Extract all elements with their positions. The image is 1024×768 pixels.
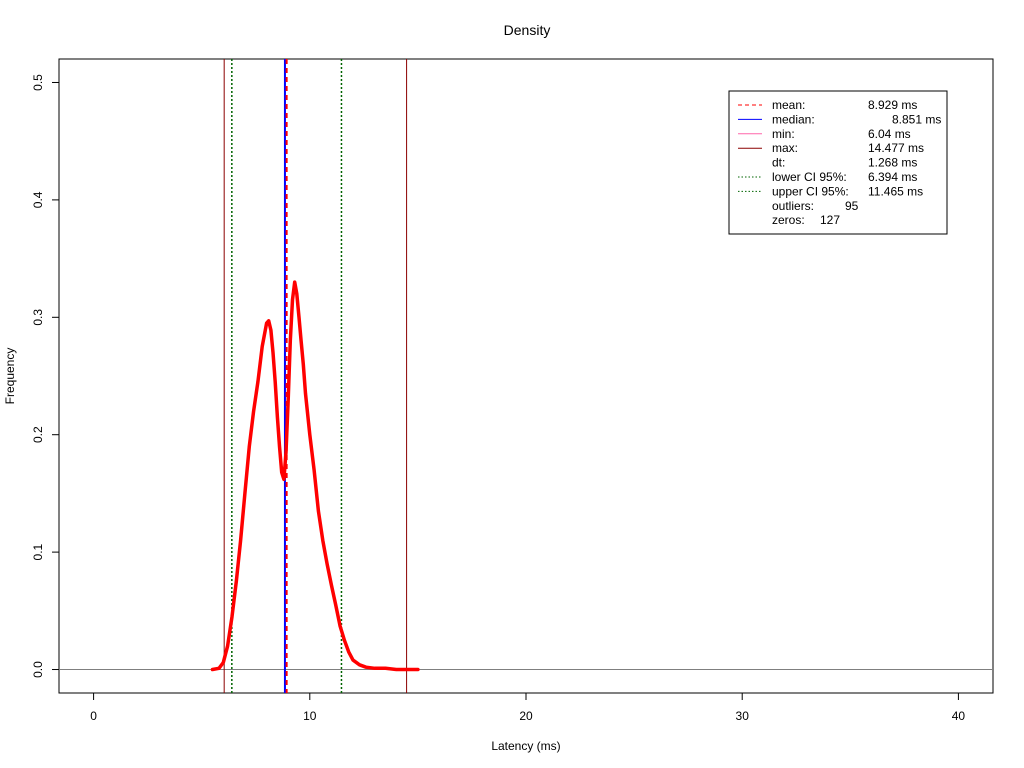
chart-title: Density bbox=[504, 22, 551, 38]
y-tick-label: 0.5 bbox=[31, 74, 45, 91]
legend-value: 8.929 ms bbox=[868, 98, 917, 112]
legend-label: zeros: bbox=[772, 213, 805, 227]
plot-layer: 0 10 20 30 40 0.0 0.1 0.2 0.3 0.4 0.5 bbox=[31, 59, 993, 723]
legend-label: dt: bbox=[772, 156, 785, 170]
y-axis-label: Frequency bbox=[3, 348, 17, 405]
x-tick-label: 30 bbox=[736, 709, 750, 723]
legend-value: 6.394 ms bbox=[868, 170, 917, 184]
y-tick-label: 0.4 bbox=[31, 191, 45, 208]
x-axis-label: Latency (ms) bbox=[491, 739, 560, 753]
legend: mean: 8.929 ms median: 8.851 ms min: 6.04 ms m… bbox=[728, 90, 948, 235]
legend-label: lower CI 95%: bbox=[772, 170, 847, 184]
x-tick-label: 20 bbox=[519, 709, 533, 723]
legend-box bbox=[728, 90, 948, 235]
y-tick-label: 0.2 bbox=[31, 426, 45, 443]
x-tick-label: 40 bbox=[952, 709, 966, 723]
legend-label: max: bbox=[772, 141, 798, 155]
x-tick-label: 10 bbox=[303, 709, 317, 723]
y-tick-label: 0.0 bbox=[31, 661, 45, 678]
legend-value: 1.268 ms bbox=[868, 156, 917, 170]
legend-label: median: bbox=[772, 112, 815, 126]
legend-value: 95 bbox=[845, 199, 859, 213]
legend-value: 6.04 ms bbox=[868, 127, 911, 141]
y-tick-label: 0.3 bbox=[31, 309, 45, 326]
y-tick-label: 0.1 bbox=[31, 543, 45, 560]
legend-label: mean: bbox=[772, 98, 805, 112]
legend-value: 127 bbox=[820, 213, 840, 227]
legend-label: min: bbox=[772, 127, 795, 141]
legend-value: 11.465 ms bbox=[868, 184, 923, 198]
density-curve bbox=[210, 280, 420, 672]
legend-value: 14.477 ms bbox=[868, 141, 924, 155]
legend-label: upper CI 95%: bbox=[772, 184, 849, 198]
legend-label: outliers: bbox=[772, 199, 814, 213]
legend-value: 8.851 ms bbox=[892, 112, 941, 126]
x-tick-label: 0 bbox=[90, 709, 97, 723]
